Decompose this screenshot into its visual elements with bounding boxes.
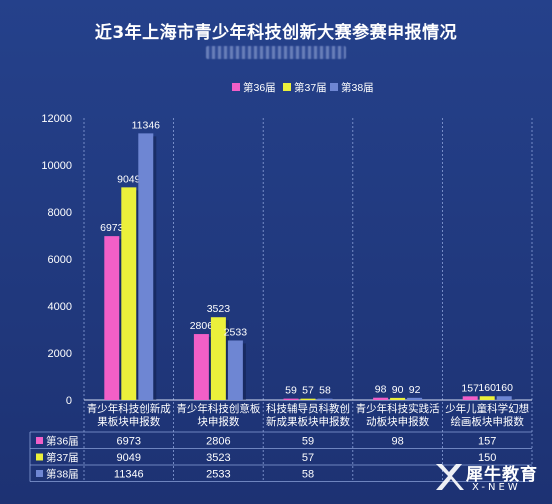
bar — [210, 317, 226, 400]
table-legend-swatch — [36, 470, 43, 477]
watermark-name: 犀牛教育 — [466, 465, 538, 485]
data-label: 3523 — [207, 303, 231, 315]
table-legend-swatch — [36, 453, 43, 461]
data-label: 59 — [285, 385, 297, 397]
bar — [138, 133, 154, 400]
bar — [373, 397, 389, 400]
category-label: 青少年科技实践活 — [356, 402, 440, 415]
y-tick-label: 4000 — [48, 301, 72, 313]
bar — [407, 397, 423, 400]
table-cell: 9049 — [117, 452, 141, 464]
table-cell: 2533 — [206, 469, 230, 481]
data-label: 157 — [461, 382, 479, 394]
legend-swatch — [232, 83, 240, 91]
table-cell: 3523 — [206, 452, 230, 464]
bar — [193, 334, 209, 400]
bar — [462, 396, 478, 400]
y-tick-label: 0 — [66, 395, 72, 407]
bar-shadow — [477, 399, 481, 400]
bar-shadow — [511, 399, 515, 400]
category-label: 动板块申报数 — [366, 415, 429, 428]
bar-shadow — [136, 190, 140, 400]
table-cell: 59 — [302, 436, 314, 448]
table-cell: 157 — [478, 436, 496, 448]
y-tick-label: 8000 — [48, 207, 72, 219]
data-label: 98 — [375, 384, 387, 396]
data-label: 57 — [302, 385, 314, 397]
table-cell: 11346 — [114, 469, 144, 481]
rhino-logo-icon — [436, 464, 464, 490]
bar-shadow — [119, 239, 123, 400]
bar — [283, 398, 299, 400]
legend-entry: 第36届 — [243, 81, 276, 94]
data-label: 160 — [478, 382, 496, 394]
data-label: 92 — [409, 384, 421, 396]
bar-shadow — [153, 136, 157, 400]
bar-shadow — [225, 320, 229, 400]
bar-shadow — [494, 399, 498, 400]
table-legend-swatch — [36, 437, 43, 444]
category-label: 果板块申报数 — [97, 415, 160, 428]
category-label: 新成果板块申报数 — [266, 415, 350, 428]
data-label: 2806 — [190, 320, 214, 332]
data-label: 6973 — [100, 222, 124, 234]
y-tick-label: 6000 — [48, 254, 72, 266]
data-label: 160 — [495, 382, 513, 394]
legend-swatch — [330, 83, 338, 91]
table-cell: 6973 — [117, 436, 141, 448]
watermark-logo: 犀牛教育 X-NEW — [432, 456, 550, 502]
bar-shadow — [208, 337, 212, 400]
category-label: 块申报数 — [197, 415, 239, 428]
data-label: 90 — [392, 384, 404, 396]
category-label: 科技辅导员科教创 — [266, 402, 350, 415]
table-cell: 57 — [302, 452, 314, 464]
category-label: 青少年科技创意板 — [176, 402, 260, 415]
bar — [390, 397, 406, 400]
chart-title: 近3年上海市青少年科技创新大赛参赛申报情况 — [94, 23, 458, 43]
table-cell: 2806 — [206, 436, 230, 448]
data-label: 9049 — [117, 173, 141, 185]
table-cell: 98 — [391, 436, 403, 448]
bar — [227, 340, 243, 400]
data-label: 2533 — [224, 326, 248, 338]
watermark-sub: X-NEW — [472, 482, 521, 493]
blurred-subtitle — [206, 46, 346, 59]
bar — [104, 236, 120, 400]
legend-entry: 第38届 — [341, 81, 374, 94]
table-series-name: 第36届 — [46, 435, 79, 448]
legend-entry: 第37届 — [294, 81, 327, 94]
category-label: 绘画板块申报数 — [450, 415, 524, 428]
table-cell: 58 — [302, 469, 314, 481]
bar — [317, 398, 333, 400]
bar — [479, 396, 495, 400]
legend-swatch — [283, 83, 291, 91]
data-label: 11346 — [132, 119, 161, 131]
data-label: 58 — [319, 385, 331, 397]
bar — [496, 396, 512, 400]
bar — [121, 187, 137, 400]
bar — [300, 398, 316, 400]
bar-shadow — [242, 343, 246, 400]
category-label: 青少年科技创新成 — [87, 402, 171, 415]
y-tick-label: 10000 — [41, 160, 72, 172]
table-series-name: 第38届 — [46, 468, 79, 481]
y-tick-label: 2000 — [48, 348, 72, 360]
table-series-name: 第37届 — [46, 451, 79, 464]
category-label: 少年儿童科学幻想 — [445, 402, 529, 415]
table-cell: 150 — [478, 452, 496, 464]
y-tick-label: 12000 — [41, 113, 72, 125]
